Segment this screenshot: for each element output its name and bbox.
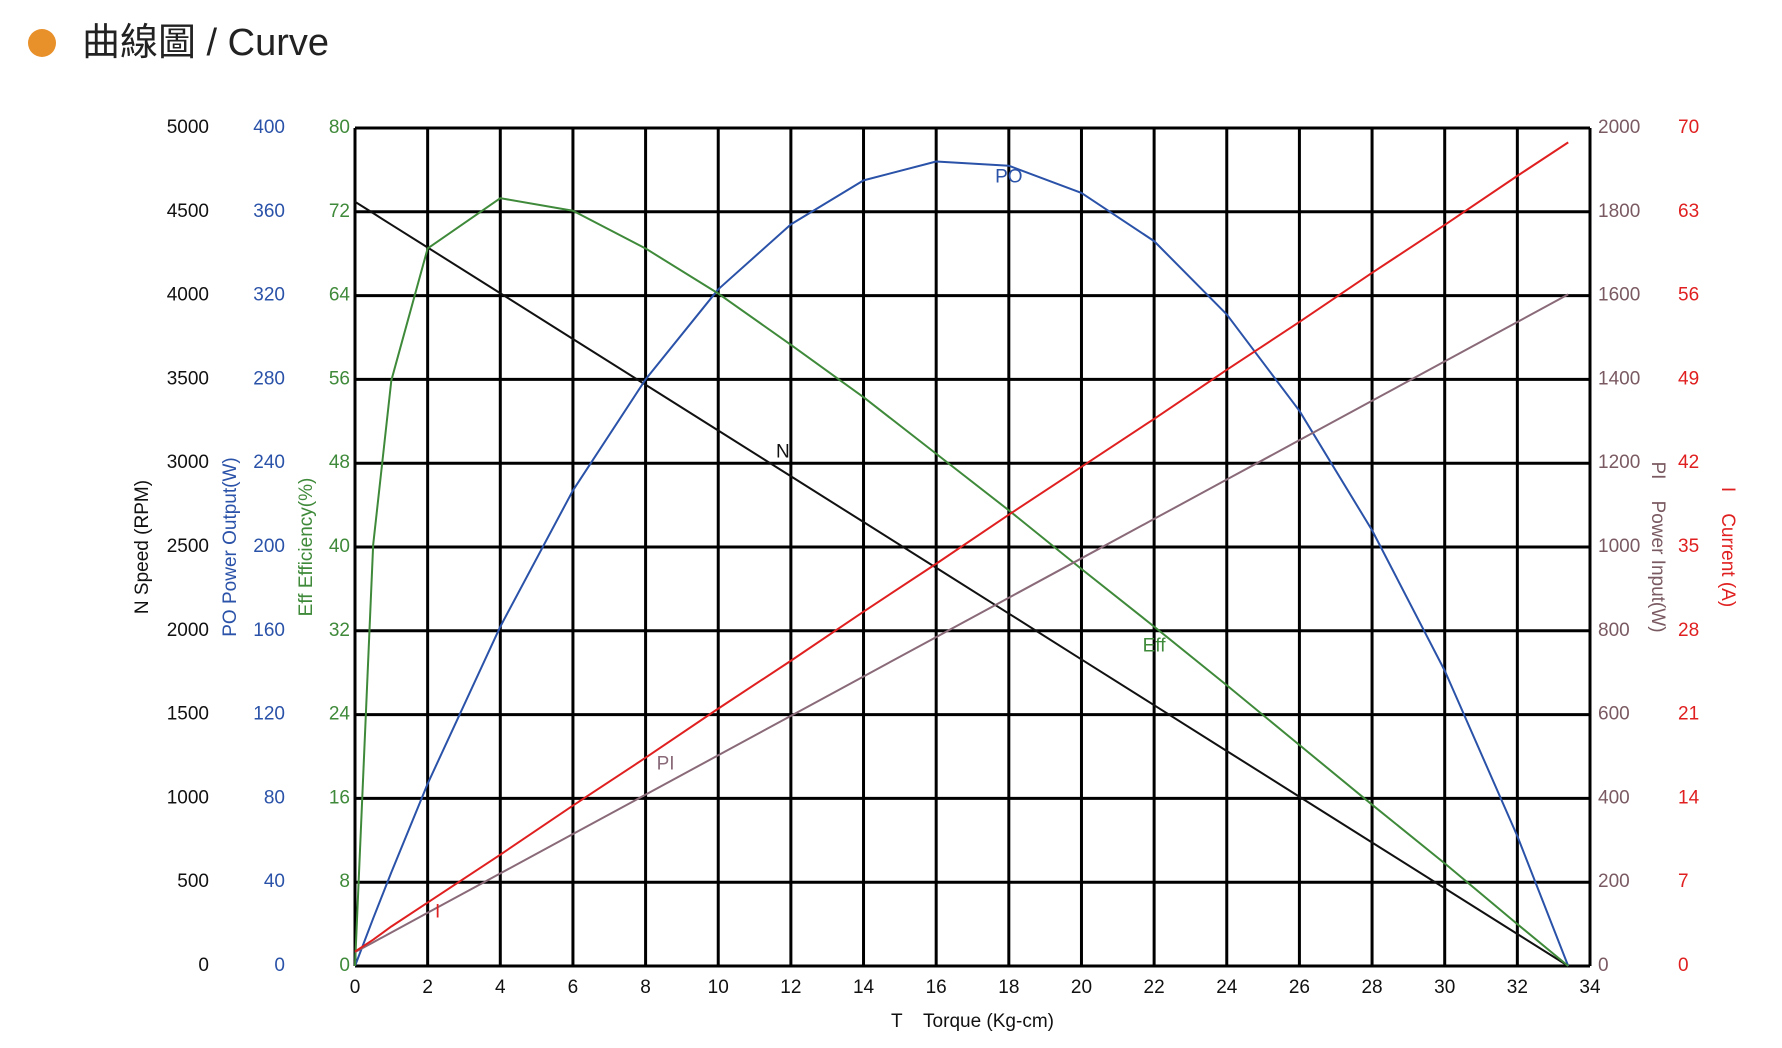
x-tick-label: 8	[640, 977, 651, 998]
y-tick-label: 32	[329, 620, 350, 641]
x-tick-label: 6	[568, 977, 579, 998]
y-axis-title: PO Power Output(W)	[220, 457, 241, 637]
y-tick-label: 7	[1678, 871, 1689, 892]
x-tick-label: 16	[926, 977, 947, 998]
y-axis-title: PI Power Input(W)	[1647, 461, 1668, 632]
y-tick-label: 360	[253, 201, 285, 222]
y-tick-label: 42	[1678, 452, 1699, 473]
x-tick-label: 14	[853, 977, 875, 998]
y-tick-label: 1500	[167, 704, 209, 725]
y-tick-label: 500	[177, 871, 209, 892]
x-tick-label: 10	[708, 977, 729, 998]
series-label: I	[435, 902, 440, 923]
y-tick-label: 80	[264, 787, 285, 808]
x-tick-label: 22	[1144, 977, 1165, 998]
x-tick-label: 0	[350, 977, 361, 998]
y-tick-label: 1800	[1598, 201, 1640, 222]
y-tick-label: 70	[1678, 117, 1699, 138]
y-tick-label: 2500	[167, 536, 209, 557]
series-line	[354, 197, 1569, 967]
series-line	[354, 141, 1569, 953]
series-line	[354, 160, 1570, 967]
page-title: 曲線圖 / Curve	[82, 22, 329, 64]
y-tick-label: 40	[329, 536, 350, 557]
series-line	[354, 200, 1569, 967]
y-tick-label: 56	[1678, 285, 1699, 306]
y-tick-label: 1600	[1598, 285, 1640, 306]
y-tick-label: 160	[253, 620, 285, 641]
series-label: Eff	[1143, 636, 1167, 657]
y-tick-label: 280	[253, 368, 285, 389]
y-axis-title: N Speed (RPM)	[132, 480, 153, 614]
x-tick-label: 34	[1579, 977, 1601, 998]
y-tick-label: 200	[1598, 871, 1630, 892]
y-axis-title: Eff Efficiency(%)	[296, 478, 317, 617]
y-tick-label: 400	[253, 117, 285, 138]
title-bullet	[28, 29, 56, 57]
series-label: PI	[657, 754, 675, 775]
x-tick-label: 20	[1071, 977, 1092, 998]
y-tick-label: 320	[253, 285, 285, 306]
series-label: PO	[995, 167, 1022, 188]
y-tick-label: 56	[329, 368, 350, 389]
y-tick-label: 63	[1678, 201, 1699, 222]
x-tick-label: 32	[1507, 977, 1528, 998]
y-tick-label: 24	[329, 704, 351, 725]
y-tick-label: 0	[1598, 955, 1609, 976]
y-tick-label: 2000	[167, 620, 209, 641]
x-tick-label: 2	[422, 977, 433, 998]
y-tick-label: 35	[1678, 536, 1699, 557]
y-tick-label: 16	[329, 787, 350, 808]
series-line	[354, 293, 1569, 954]
y-tick-label: 40	[264, 871, 285, 892]
y-tick-label: 1000	[167, 787, 209, 808]
y-tick-label: 14	[1678, 787, 1700, 808]
y-tick-label: 0	[274, 955, 285, 976]
y-tick-label: 72	[329, 201, 350, 222]
series-label: N	[776, 441, 790, 462]
y-axis-title: I Current (A)	[1717, 487, 1738, 607]
y-tick-label: 400	[1598, 787, 1630, 808]
y-tick-label: 600	[1598, 704, 1630, 725]
x-tick-label: 30	[1434, 977, 1455, 998]
y-tick-label: 64	[329, 285, 351, 306]
y-tick-label: 800	[1598, 620, 1630, 641]
y-tick-label: 80	[329, 117, 350, 138]
y-tick-label: 49	[1678, 368, 1699, 389]
y-tick-label: 1000	[1598, 536, 1640, 557]
y-tick-label: 5000	[167, 117, 209, 138]
y-tick-label: 0	[198, 955, 209, 976]
x-tick-label: 26	[1289, 977, 1310, 998]
y-tick-label: 1400	[1598, 368, 1640, 389]
y-tick-label: 4500	[167, 201, 209, 222]
y-tick-label: 8	[339, 871, 350, 892]
y-tick-label: 1200	[1598, 452, 1640, 473]
y-tick-label: 3000	[167, 452, 209, 473]
x-axis-title: T Torque (Kg-cm)	[891, 1011, 1054, 1032]
y-tick-label: 120	[253, 704, 285, 725]
x-tick-label: 12	[780, 977, 801, 998]
y-tick-label: 0	[339, 955, 350, 976]
y-tick-label: 240	[253, 452, 285, 473]
x-tick-label: 18	[998, 977, 1019, 998]
y-tick-label: 4000	[167, 285, 209, 306]
y-tick-label: 48	[329, 452, 350, 473]
y-tick-label: 28	[1678, 620, 1699, 641]
y-tick-label: 3500	[167, 368, 209, 389]
y-tick-label: 200	[253, 536, 285, 557]
x-tick-label: 28	[1361, 977, 1382, 998]
y-tick-label: 21	[1678, 704, 1699, 725]
x-tick-label: 4	[495, 977, 506, 998]
y-tick-label: 2000	[1598, 117, 1640, 138]
x-tick-label: 24	[1216, 977, 1238, 998]
y-tick-label: 0	[1678, 955, 1689, 976]
